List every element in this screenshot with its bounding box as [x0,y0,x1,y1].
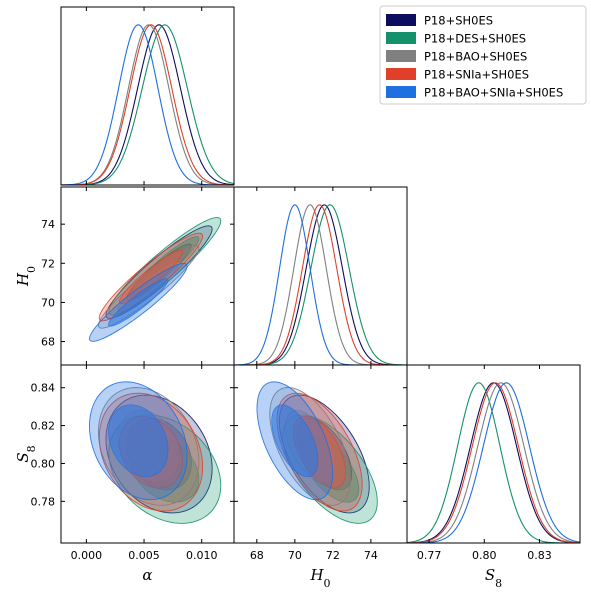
density-curve-alpha-4 [60,24,235,186]
axis-label-S8: S8 [14,445,38,462]
legend-entry: P18+SH0ES [424,14,493,28]
contour-H0-S8-5-68 [271,404,319,478]
density-curve-S8-3 [406,382,581,544]
axis-label-H0: H0 [14,266,38,287]
x-tick-label-alpha: 0.010 [186,549,218,562]
x-tick-label-H0: 70 [288,549,302,562]
y-tick-label-S8: 0.84 [31,382,56,395]
y-tick-label-S8: 0.80 [31,457,56,470]
x-tick-label-alpha: 0.000 [71,549,103,562]
y-tick-label-H0: 68 [41,336,55,349]
y-tick-label-H0: 74 [41,218,55,231]
y-tick-label-S8: 0.82 [31,420,56,433]
density-curve-S8-4 [406,382,581,544]
legend: P18+SH0ES P18+DES+SH0ES P18+BAO+SH0ES P18+S… [379,5,587,105]
panel-2d-H0-S8 [256,381,378,524]
axis-label-H0: H0 [309,566,330,590]
legend-swatch [386,68,416,80]
x-tick-label-H0: 74 [364,549,378,562]
axis-label-S8: S8 [485,566,502,590]
x-tick-label-S8: 0.83 [527,549,552,562]
x-tick-label-alpha: 0.005 [128,549,160,562]
density-curve-S8-5 [406,382,581,544]
legend-swatch [386,86,416,98]
panel-frame [60,6,235,186]
legend-swatch [386,50,416,62]
y-tick-label-H0: 72 [41,257,55,270]
panel-1d-S8 [406,365,581,544]
legend-entry: P18+DES+SH0ES [424,32,526,46]
legend-swatch [386,32,416,44]
panel-1d-alpha [60,7,235,186]
panel-1d-H0 [233,187,408,366]
legend-entry: P18+BAO+SNIa+SH0ES [424,86,563,100]
panel-2d-alpha-S8 [88,381,222,524]
x-tick-label-S8: 0.77 [417,549,442,562]
x-tick-label-S8: 0.80 [472,549,497,562]
y-tick-label-H0: 70 [41,296,55,309]
legend-swatch [386,14,416,26]
axis-label-alpha: α [142,566,152,584]
density-curve-alpha-2 [61,24,235,186]
y-tick-label-S8: 0.78 [31,495,56,508]
legend-entry: P18+SNIa+SH0ES [424,68,529,82]
panel-frame [406,364,581,544]
x-tick-label-H0: 72 [326,549,340,562]
contour-alpha-H0-5-68 [108,278,169,327]
x-tick-label-H0: 68 [250,549,264,562]
legend-entry: P18+BAO+SH0ES [424,50,527,64]
legend-frame [379,5,587,105]
contour-alpha-S8-5-68 [108,404,169,478]
panel-2d-alpha-H0 [88,217,222,342]
